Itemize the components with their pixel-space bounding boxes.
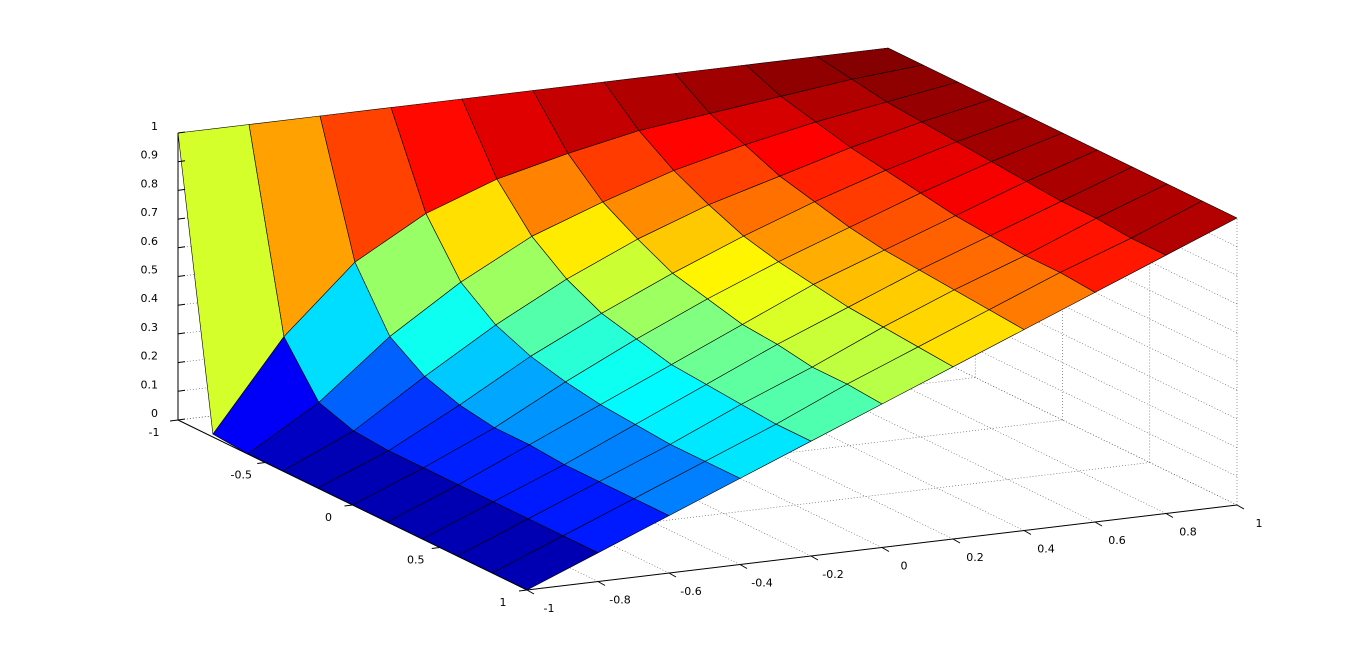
- y-tick-label: -0.5: [231, 469, 252, 482]
- x-tick-mark: [1236, 504, 1245, 510]
- y-tick-label: 0.5: [407, 554, 425, 567]
- x-tick-label: 0.8: [1179, 526, 1197, 539]
- y-tick-mark: [431, 547, 440, 549]
- z-tick-label: 0: [151, 407, 158, 420]
- x-tick-mark: [597, 581, 606, 586]
- z-tick-mark: [177, 418, 186, 421]
- axes-layer: -1 -0.8 -0.6 -0.4 -0.2 0 0.2 0.4 0.6 0.8 1 -1 -0.5 0 0…: [141, 120, 1263, 615]
- floor-grid-line: [439, 462, 1150, 548]
- z-tick-label: 0.4: [141, 292, 159, 305]
- y-tick-mark: [257, 462, 266, 464]
- z-tick-mark: [177, 246, 186, 249]
- z-tick-mark: [177, 332, 186, 335]
- x-tick-mark: [1023, 530, 1032, 535]
- z-tick-mark: [177, 389, 186, 392]
- x-tick-label: -0.4: [751, 577, 772, 590]
- x-tick-mark: [739, 564, 748, 569]
- x-tick-mark: [1094, 521, 1103, 527]
- z-tick-label: 0.5: [141, 264, 159, 277]
- z-tick-mark: [177, 361, 186, 364]
- x-tick-label: 0: [901, 560, 908, 573]
- z-tick-label: 0.7: [141, 206, 159, 219]
- x-tick-mark: [668, 572, 677, 578]
- z-tick-label: 0.9: [141, 149, 159, 162]
- x-tick-mark: [1165, 513, 1174, 518]
- x-tick-label: -0.6: [680, 585, 701, 598]
- y-tick-mark: [169, 419, 179, 422]
- z-tick-mark: [177, 275, 186, 277]
- x-tick-label: 0.6: [1108, 534, 1126, 547]
- z-tick-mark: [177, 160, 186, 163]
- z-tick-label: 0.6: [141, 235, 159, 248]
- z-tick-label: 0.1: [141, 378, 159, 391]
- y-tick-label: 0: [325, 511, 332, 524]
- x-tick-mark: [810, 555, 819, 561]
- z-tick-mark: [177, 131, 186, 134]
- x-tick-label: -0.2: [822, 568, 843, 581]
- x-tick-label: -0.8: [609, 594, 630, 607]
- y-tick-label: 1: [500, 596, 507, 609]
- x-tick-label: 0.4: [1037, 543, 1055, 556]
- y-tick-mark: [518, 589, 528, 592]
- surface-layer: [177, 47, 1238, 591]
- z-tick-label: 0.3: [141, 321, 159, 334]
- x-tick-mark: [952, 538, 961, 544]
- z-tick-label: 0.2: [141, 350, 159, 363]
- z-tick-mark: [177, 217, 186, 220]
- z-tick-label: 1: [151, 120, 158, 133]
- z-tick-mark: [177, 303, 186, 306]
- y-tick-label: -1: [149, 426, 160, 439]
- x-tick-mark: [526, 589, 535, 595]
- x-tick-label: 1: [1256, 517, 1263, 530]
- x-tick-label: 0.2: [966, 551, 984, 564]
- x-tick-label: -1: [544, 602, 555, 615]
- y-tick-mark: [344, 504, 353, 507]
- z-tick-label: 0.8: [141, 177, 159, 190]
- x-tick-mark: [881, 547, 890, 552]
- z-tick-mark: [177, 188, 186, 191]
